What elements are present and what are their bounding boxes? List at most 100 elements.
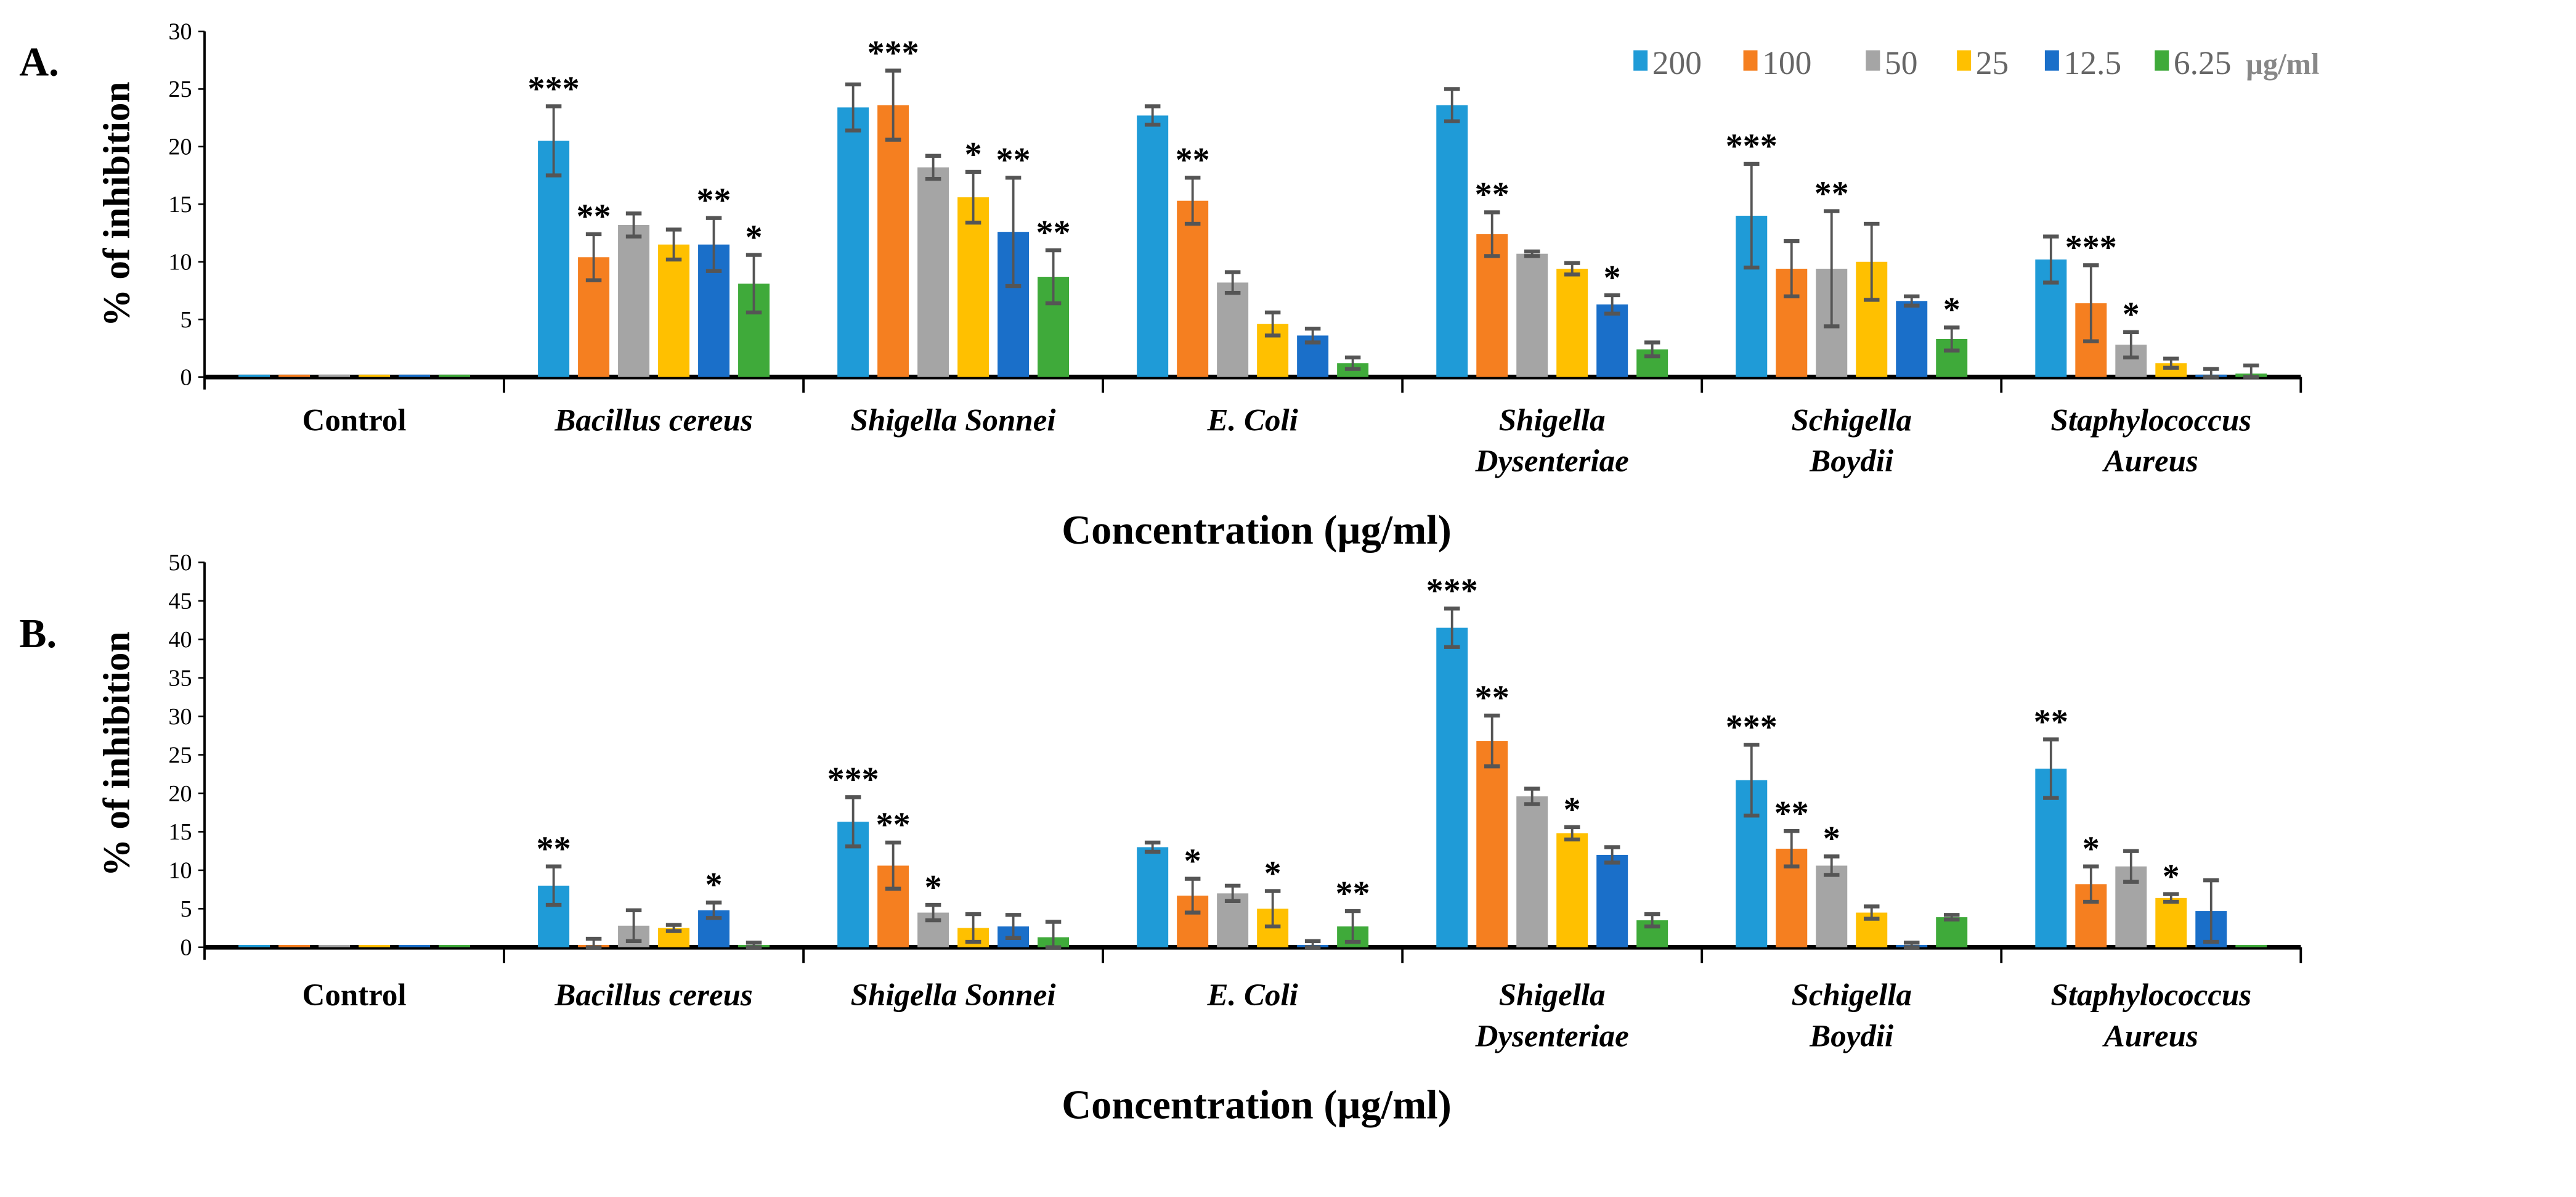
bar-50 — [1816, 865, 1848, 947]
y-tick-label: 40 — [168, 627, 192, 653]
significance-stars: *** — [827, 761, 879, 799]
legend-unit: µg/ml — [2246, 48, 2319, 81]
bar-50 — [1516, 253, 1548, 377]
bar-200 — [1436, 105, 1468, 377]
y-tick-label: 35 — [168, 665, 192, 691]
category-label-line2: Boydii — [1809, 1019, 1893, 1053]
panel-a-label: A. — [19, 39, 59, 84]
y-tick-label: 10 — [168, 858, 192, 884]
bar-12.5 — [399, 374, 430, 377]
significance-stars: * — [2123, 296, 2140, 334]
category-label: Shigella — [1499, 978, 1606, 1013]
bar-6.25 — [1936, 917, 1968, 947]
significance-stars: * — [746, 218, 763, 256]
y-tick-label: 25 — [168, 76, 192, 102]
significance-stars: ** — [1036, 214, 1071, 252]
legend-label: 50 — [1885, 44, 1918, 81]
bar-200 — [538, 141, 570, 377]
significance-stars: *** — [1426, 572, 1478, 610]
category-label: Shigella Sonnei — [851, 403, 1056, 438]
panel-b-y-axis-title: % of inhibition — [96, 631, 138, 876]
legend-label: 100 — [1762, 44, 1811, 81]
legend-swatch — [1743, 50, 1758, 71]
legend-label: 200 — [1652, 44, 1702, 81]
category-label: Bacillus cereus — [554, 978, 752, 1013]
bar-12.5 — [1596, 854, 1628, 947]
category-label-line2: Aureus — [2102, 1019, 2198, 1053]
bar-100 — [1476, 741, 1508, 947]
category-label: E. Coli — [1207, 978, 1298, 1013]
bar-6.25 — [2235, 944, 2267, 947]
legend-swatch — [2044, 50, 2059, 71]
significance-stars: ** — [2034, 703, 2068, 741]
y-tick-label: 10 — [168, 250, 192, 276]
category-label-line2: Dysenteriae — [1475, 444, 1629, 479]
significance-stars: ** — [1176, 141, 1210, 179]
y-tick-label: 15 — [168, 192, 192, 218]
legend-swatch — [1957, 50, 1972, 71]
significance-stars: * — [2163, 857, 2180, 896]
bar-50 — [319, 374, 351, 377]
category-label: Staphylococcus — [2050, 403, 2251, 438]
significance-stars: * — [925, 868, 942, 907]
bar-25 — [957, 197, 989, 377]
bar-50 — [917, 167, 949, 377]
y-tick-label: 15 — [168, 819, 192, 845]
y-tick-label: 45 — [168, 589, 192, 615]
significance-stars: ** — [1774, 795, 1809, 833]
y-tick-label: 0 — [180, 364, 192, 390]
y-tick-label: 0 — [180, 935, 192, 961]
category-label-line2: Boydii — [1809, 444, 1893, 479]
significance-stars: *** — [528, 70, 580, 108]
bar-25 — [1556, 833, 1588, 947]
bar-200 — [1137, 115, 1169, 377]
bar-50 — [1516, 796, 1548, 947]
bar-6.25 — [439, 944, 470, 947]
category-label: Schigella — [1792, 978, 1912, 1013]
significance-stars: *** — [1726, 708, 1778, 746]
y-tick-label: 20 — [168, 781, 192, 807]
significance-stars: ** — [1814, 174, 1849, 213]
bar-200 — [238, 944, 270, 947]
panel-b-x-axis-title: Concentration (µg/ml) — [1062, 1083, 1451, 1128]
bar-25 — [658, 244, 690, 377]
category-label: Shigella Sonnei — [851, 978, 1056, 1013]
bar-12.5 — [399, 944, 430, 947]
significance-stars: ** — [537, 830, 571, 868]
legend-swatch — [2155, 50, 2169, 71]
bar-200 — [238, 374, 270, 377]
bar-200 — [1436, 627, 1468, 947]
significance-stars: ** — [1475, 679, 1509, 717]
legend-label: 6.25 — [2174, 44, 2232, 81]
significance-stars: * — [1264, 854, 1282, 893]
significance-stars: ** — [1475, 176, 1509, 214]
bar-200 — [837, 107, 869, 377]
panel-a-y-axis-title: % of inhibition — [96, 81, 138, 327]
y-tick-label: 20 — [168, 134, 192, 160]
y-tick-label: 5 — [180, 896, 192, 922]
y-tick-label: 25 — [168, 742, 192, 768]
significance-stars: ** — [1336, 875, 1370, 913]
significance-stars: * — [1184, 842, 1201, 880]
category-label-line2: Aureus — [2102, 444, 2198, 479]
significance-stars: * — [965, 136, 982, 174]
significance-stars: *** — [1726, 128, 1778, 166]
bar-50 — [618, 224, 650, 377]
y-tick-label: 30 — [168, 19, 192, 45]
significance-stars: * — [1604, 259, 1621, 297]
category-label: Bacillus cereus — [554, 403, 752, 438]
significance-stars: * — [1564, 791, 1581, 829]
bar-25 — [2155, 897, 2187, 947]
bar-12.5 — [1596, 304, 1628, 377]
significance-stars: ** — [697, 182, 731, 220]
legend-label: 25 — [1976, 44, 2009, 81]
significance-stars: * — [1943, 291, 1960, 329]
significance-stars: *** — [2065, 229, 2117, 267]
bar-6.25 — [439, 374, 470, 377]
significance-stars: *** — [867, 34, 919, 72]
legend-swatch — [1866, 50, 1880, 71]
category-label-line2: Dysenteriae — [1475, 1019, 1629, 1053]
bar-100 — [1177, 200, 1209, 377]
category-label: E. Coli — [1207, 403, 1298, 438]
significance-stars: ** — [577, 198, 611, 236]
